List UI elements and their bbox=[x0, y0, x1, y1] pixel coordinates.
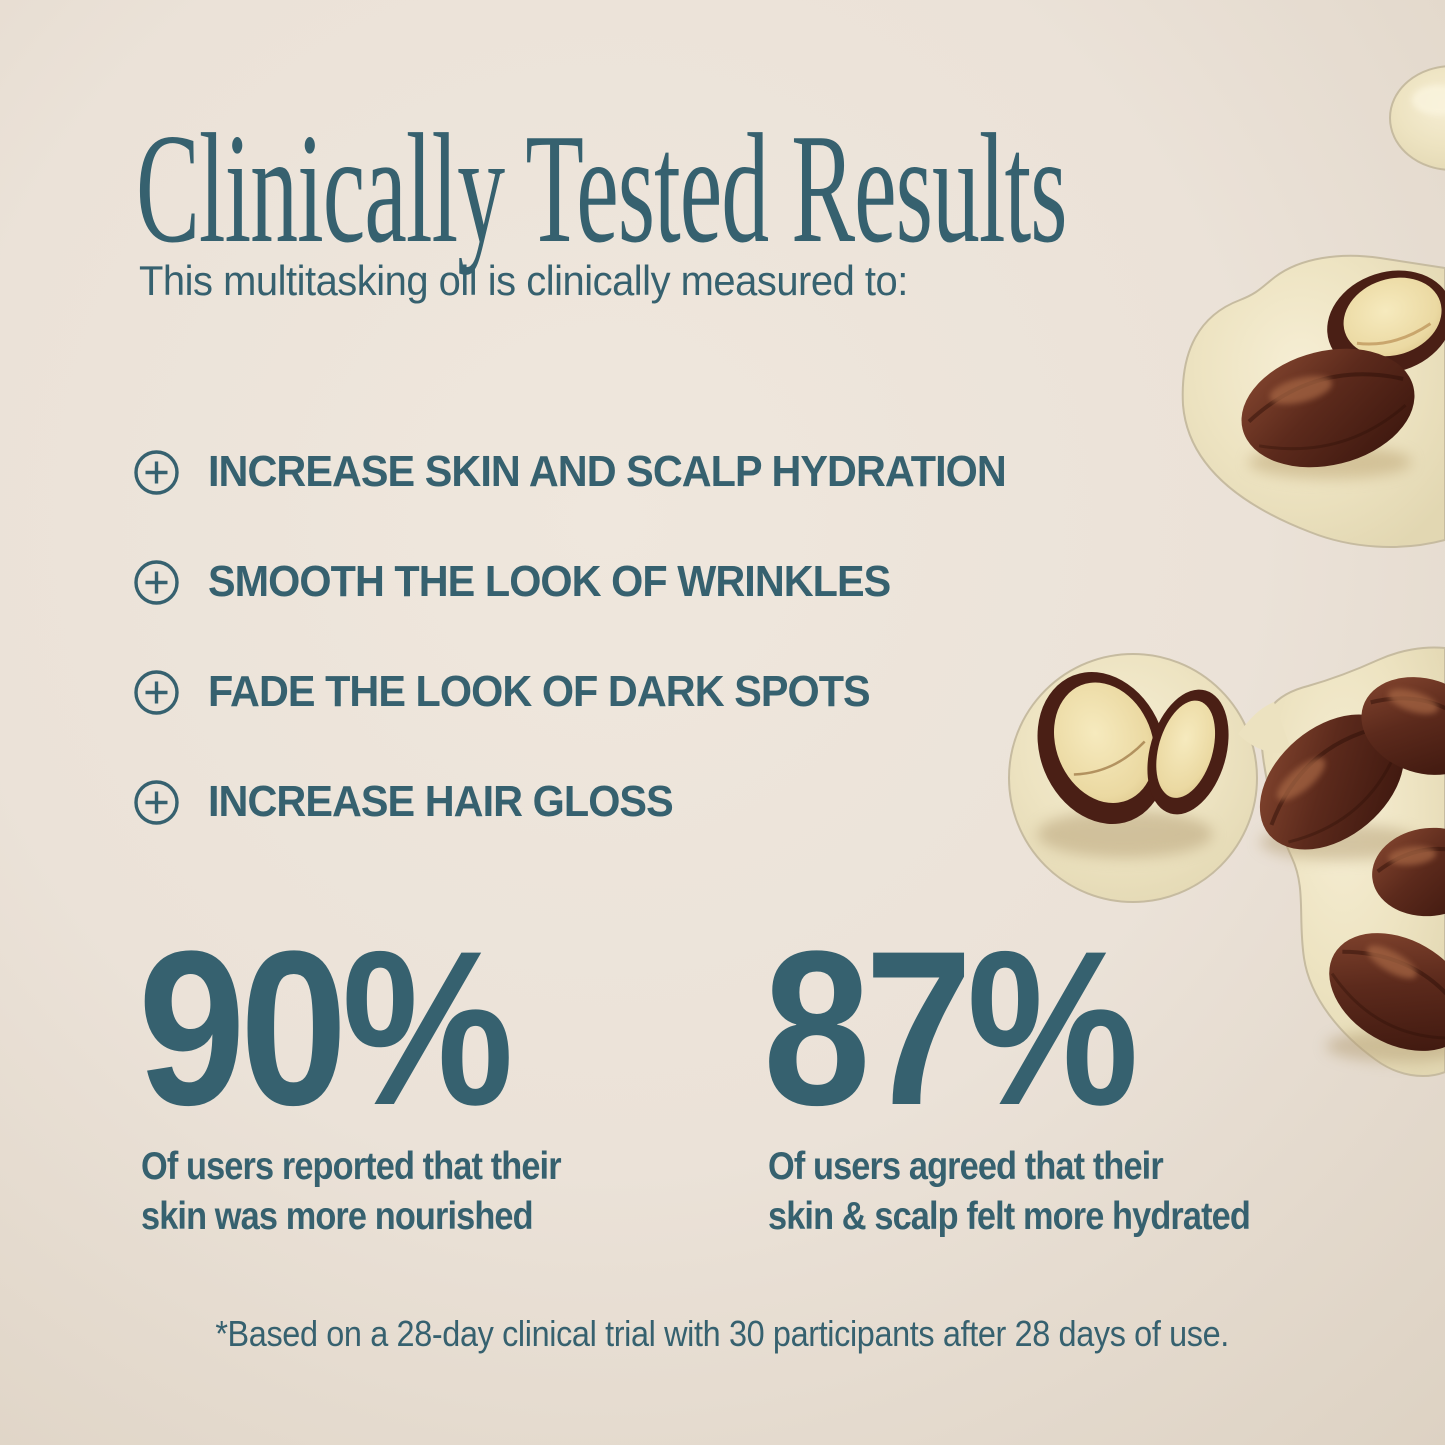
benefit-item: SMOOTH THE LOOK OF WRINKLES bbox=[133, 557, 934, 607]
plus-circle-icon bbox=[134, 449, 179, 495]
jojoba-seed bbox=[1329, 933, 1445, 1051]
stat-value-hydrated: 87% bbox=[763, 905, 1139, 1151]
page-title: Clinically Tested Results bbox=[136, 101, 1067, 275]
benefit-item: INCREASE SKIN AND SCALP HYDRATION bbox=[133, 447, 1057, 497]
cracked-kernel-top bbox=[1327, 270, 1445, 374]
footnote-text: *Based on a 28-day clinical trial with 3… bbox=[215, 1313, 1230, 1354]
plus-circle-icon bbox=[134, 779, 179, 825]
jojoba-seed bbox=[1372, 827, 1445, 917]
stat-caption-hydrated: Of users agreed that their skin & scalp … bbox=[768, 1142, 1251, 1242]
plus-circle-icon bbox=[134, 669, 179, 715]
stat-caption-nourished: Of users reported that their skin was mo… bbox=[141, 1142, 562, 1242]
jojoba-seed bbox=[1361, 677, 1445, 775]
plus-circle-icon bbox=[134, 559, 179, 605]
stat-caption-line: Of users reported that their bbox=[141, 1145, 562, 1188]
seed-shadow bbox=[1248, 445, 1412, 479]
stat-caption-line: skin was more nourished bbox=[141, 1194, 534, 1238]
benefit-label: INCREASE SKIN AND SCALP HYDRATION bbox=[208, 447, 1007, 496]
oil-puddle-right bbox=[1238, 646, 1445, 1077]
benefit-item: INCREASE HAIR GLOSS bbox=[133, 777, 702, 827]
oil-bridge bbox=[1238, 702, 1292, 754]
footnote: *Based on a 28-day clinical trial with 3… bbox=[0, 1313, 1445, 1355]
stat-caption-line: skin & scalp felt more hydrated bbox=[768, 1194, 1251, 1238]
benefit-label: INCREASE HAIR GLOSS bbox=[208, 777, 674, 826]
oil-droplet-top bbox=[1181, 254, 1445, 548]
cracked-kernel-half-large bbox=[1037, 672, 1167, 824]
jojoba-seed bbox=[1241, 348, 1415, 468]
page-subtitle: This multitasking oil is clinically meas… bbox=[139, 257, 908, 304]
benefit-label: SMOOTH THE LOOK OF WRINKLES bbox=[208, 557, 891, 606]
oil-droplet-small bbox=[1389, 65, 1445, 171]
cracked-kernel-half-small bbox=[1147, 689, 1229, 815]
benefit-item: FADE THE LOOK OF DARK SPOTS bbox=[133, 667, 912, 717]
benefit-label: FADE THE LOOK OF DARK SPOTS bbox=[208, 667, 871, 716]
kernel-shadow bbox=[1037, 810, 1213, 858]
stat-value-nourished: 90% bbox=[138, 905, 514, 1151]
stat-caption-line: Of users agreed that their bbox=[768, 1145, 1164, 1188]
jojoba-seed bbox=[1259, 714, 1405, 850]
oil-droplet-middle bbox=[1008, 653, 1258, 903]
